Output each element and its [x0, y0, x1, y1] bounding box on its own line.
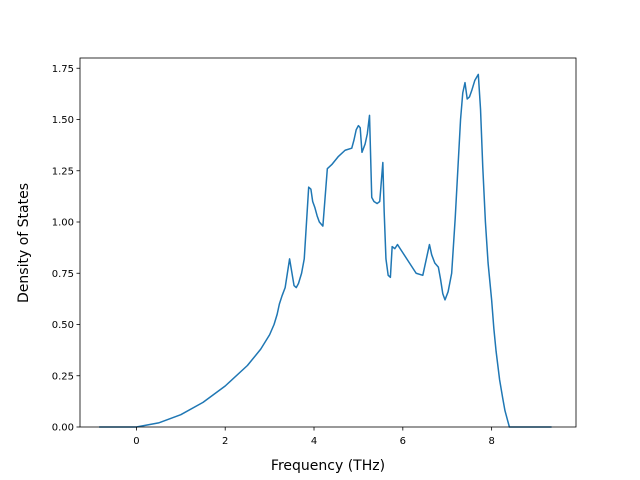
y-tick-label: 1.50	[52, 115, 74, 126]
y-tick-label: 1.25	[52, 166, 74, 177]
y-tick-label: 0.25	[52, 371, 74, 382]
dos-series-line-0	[99, 73, 552, 428]
x-tick-label: 8	[488, 436, 494, 447]
y-axis-label: Density of States	[16, 183, 32, 303]
plot-frame	[79, 57, 577, 428]
x-axis: 0 2 4 6 8	[133, 427, 495, 447]
y-tick-label: 0.00	[52, 423, 74, 434]
plot-area	[79, 57, 577, 428]
x-axis-label: Frequency (THz)	[271, 458, 385, 474]
x-tick-label: 2	[222, 436, 228, 447]
x-tick-label: 0	[133, 436, 139, 447]
y-tick-label: 1.75	[52, 64, 74, 75]
y-tick-label: 1.00	[52, 218, 74, 229]
x-tick-label: 4	[311, 436, 317, 447]
x-tick-label: 6	[400, 436, 406, 447]
y-tick-label: 0.75	[52, 269, 74, 280]
y-tick-label: 0.50	[52, 320, 74, 331]
y-axis: 0.00 0.25 0.50 0.75 1.00 1.25 1.50 1.75	[52, 64, 80, 434]
